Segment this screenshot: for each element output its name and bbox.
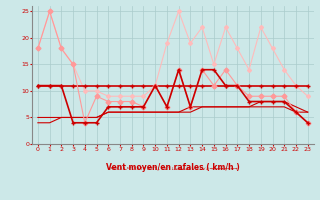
Text: ↗↗↗↗↗↗↑↗↗↑↑↗↑↑↓↑↓↑↓↘↘↙↙↙↙↓↓↙↙→→→→→→→→: ↗↗↗↗↗↗↑↗↗↑↑↗↑↑↓↑↓↑↓↘↘↙↙↙↙↓↓↙↙→→→→→→→→ [108,167,237,171]
X-axis label: Vent moyen/en rafales ( km/h ): Vent moyen/en rafales ( km/h ) [106,163,240,172]
